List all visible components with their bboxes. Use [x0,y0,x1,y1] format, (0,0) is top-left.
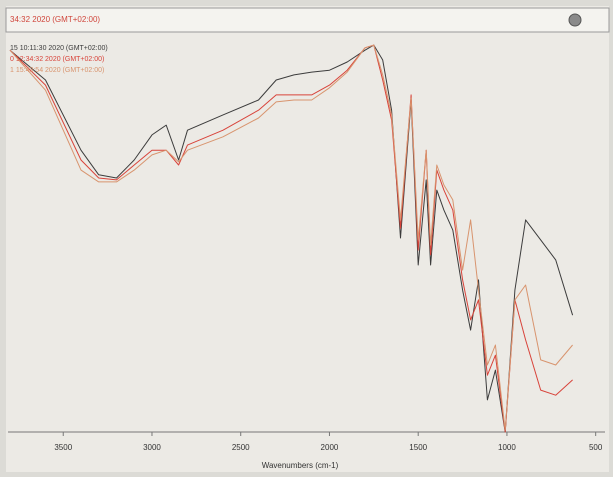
x-tick-label: 500 [589,443,603,452]
x-tick-label: 1000 [498,443,516,452]
legend-entry: 15 10:11:30 2020 (GMT+02:00) [10,45,108,52]
window-title: 34:32 2020 (GMT+02:00) [10,15,100,24]
x-tick-label: 2000 [321,443,339,452]
x-axis-label: Wavenumbers (cm-1) [262,461,339,470]
spectrum-line [9,44,574,433]
spectrum-line [9,44,573,431]
x-tick-label: 3500 [54,443,72,452]
x-tick-label: 2500 [232,443,250,452]
legend-entry: 0 12:34:32 2020 (GMT+02:00) [10,56,104,63]
window-button[interactable] [568,13,582,27]
screen [6,6,609,472]
legend-entry: 1 15:43:54 2020 (GMT+02:00) [10,67,104,74]
title-bar [5,7,610,33]
x-tick-label: 1500 [409,443,427,452]
x-tick-label: 3000 [143,443,161,452]
spectrum-line [9,44,573,433]
